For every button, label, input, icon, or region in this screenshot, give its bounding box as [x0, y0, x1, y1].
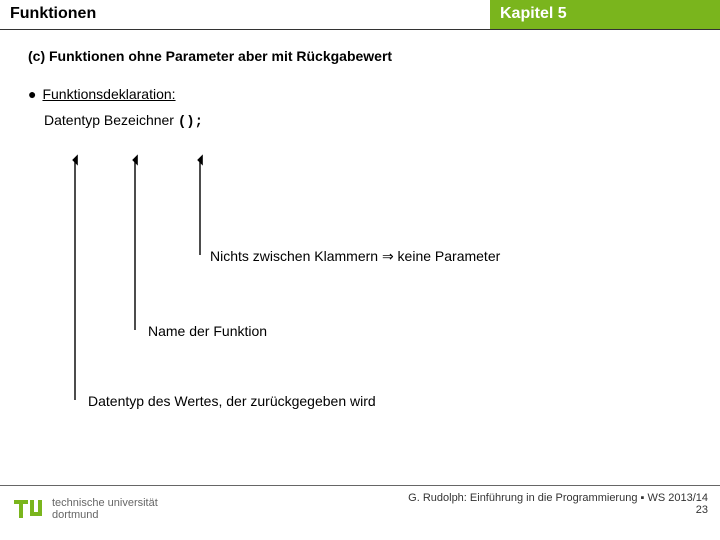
annotation-func-name: Name der Funktion	[148, 323, 267, 339]
uni-line1: technische universität	[52, 497, 158, 509]
annotation-no-params: Nichts zwischen Klammern ⇒ keine Paramet…	[210, 248, 500, 265]
footer: technische universität dortmund G. Rudol…	[0, 485, 720, 540]
header-bar: Funktionen Kapitel 5	[0, 0, 720, 30]
university-logo: technische universität dortmund	[12, 492, 158, 526]
declaration-mono: ();	[178, 114, 203, 130]
subtitle: (c) Funktionen ohne Parameter aber mit R…	[28, 48, 692, 64]
footer-right: G. Rudolph: Einführung in die Programmie…	[408, 492, 708, 516]
tu-logo-icon	[12, 492, 46, 526]
footer-line2: 23	[408, 504, 708, 516]
declaration-line: Datentyp Bezeichner ();	[44, 112, 692, 130]
header-right: Kapitel 5	[490, 0, 720, 29]
content-area: (c) Funktionen ohne Parameter aber mit R…	[0, 30, 720, 130]
logo-text: technische universität dortmund	[52, 497, 158, 521]
uni-line2: dortmund	[52, 509, 158, 521]
annotation-return-type: Datentyp des Wertes, der zurückgegeben w…	[88, 393, 376, 409]
bullet-dot: ●	[28, 86, 36, 102]
footer-line1: G. Rudolph: Einführung in die Programmie…	[408, 492, 708, 504]
declaration-label: Funktionsdeklaration:	[42, 86, 175, 102]
header-left: Funktionen	[0, 0, 490, 29]
declaration-text: Datentyp Bezeichner	[44, 112, 174, 128]
bullet-row: ● Funktionsdeklaration:	[28, 86, 692, 102]
